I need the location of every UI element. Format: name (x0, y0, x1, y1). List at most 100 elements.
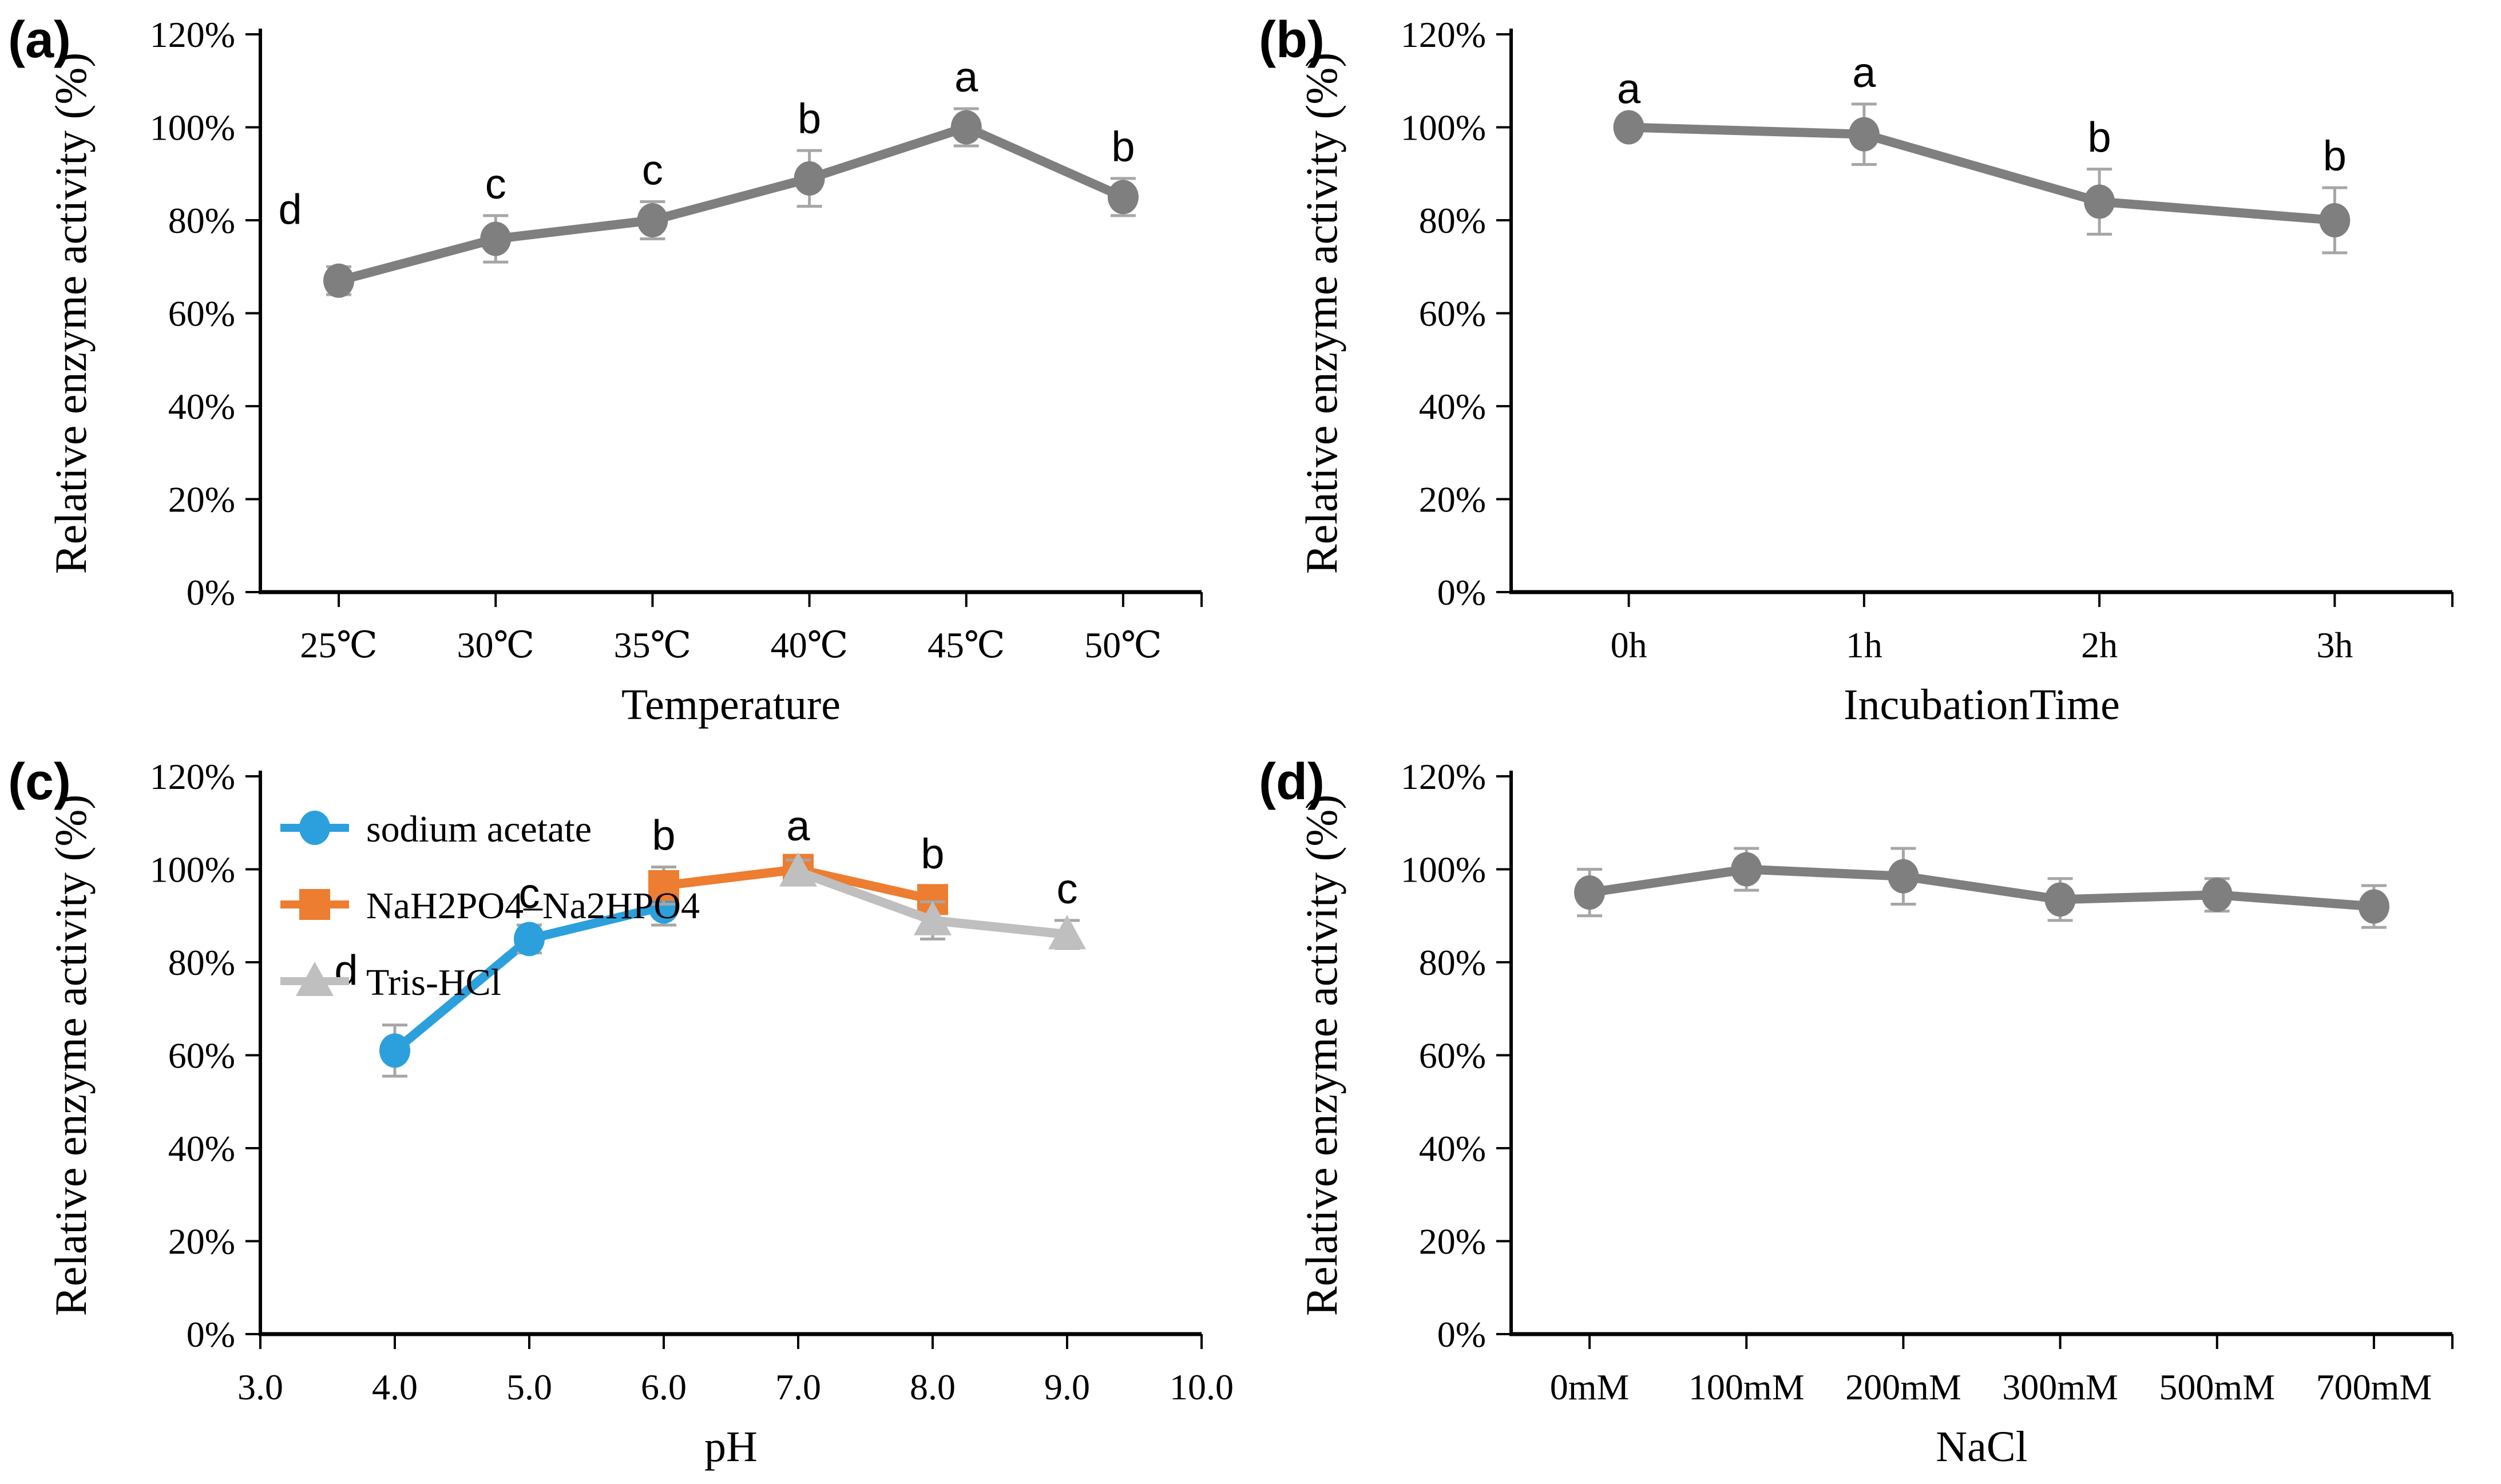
y-tick-label: 80% (168, 942, 235, 983)
chart-panel-a-temperature: (a) 0% 20% 40% 60% 80% 100% 120% 25℃ 30℃ 35℃ 40℃ 45℃… (8, 11, 1203, 729)
x-tick-label: 700mM (2316, 1367, 2432, 1407)
y-tick-label: 20% (168, 479, 235, 520)
x-tick-label: 40℃ (771, 625, 849, 665)
y-tick-label: 60% (1419, 293, 1486, 334)
significance-letter: b (921, 830, 944, 878)
data-point-marker (794, 161, 825, 196)
y-tick-label: 60% (168, 293, 235, 334)
x-tick-label: 0mM (1550, 1367, 1630, 1407)
y-tick-label: 100% (1401, 850, 1486, 890)
data-point-marker (2084, 184, 2115, 219)
panel-label: (c) (8, 753, 71, 811)
x-tick-label: 7.0 (775, 1367, 821, 1407)
panel-label: (b) (1259, 11, 1325, 69)
x-tick-label: 30℃ (457, 625, 534, 665)
y-tick-label: 120% (1401, 756, 1486, 797)
significance-letter: b (652, 811, 675, 859)
data-point-marker (648, 870, 679, 901)
data-point-marker (637, 203, 668, 237)
legend-label: NaH2PO4–Na2HPO4 (366, 885, 700, 927)
data-point-marker (323, 263, 355, 298)
x-axis-title: NaCl (1936, 1423, 2027, 1471)
data-point-marker (1048, 915, 1086, 950)
data-point-marker (2201, 878, 2233, 912)
chart-panel-d-nacl: (d) 0% 20% 40% 60% 80% 100% 120% 0mM 100mM 200mM 30… (1259, 753, 2454, 1471)
x-tick-label: 3.0 (237, 1367, 283, 1407)
y-axis-title: Relative enzyme activity (%) (46, 53, 96, 574)
chart-panel-b-incubation-time: (b) 0% 20% 40% 60% 80% 100% 120% 0h 1h 2h 3h Incubat… (1259, 11, 2454, 729)
data-point-marker (914, 900, 952, 935)
data-point-marker (1613, 110, 1644, 145)
legend-label: Tris-HCl (366, 962, 501, 1003)
y-tick-label: 80% (1419, 200, 1486, 241)
y-tick-label: 20% (1419, 1221, 1486, 1262)
data-point-marker (2358, 889, 2389, 924)
y-axis-title: Relative enzyme activity (%) (1297, 795, 1346, 1316)
significance-letter: a (954, 53, 978, 101)
y-tick-label: 100% (150, 108, 235, 148)
significance-letter: a (1852, 49, 1876, 96)
data-point-marker (480, 221, 512, 256)
x-axis-title: pH (704, 1423, 758, 1471)
legend-swatch-marker (299, 889, 330, 920)
legend-label: sodium acetate (366, 808, 592, 850)
significance-letter: b (2323, 132, 2347, 180)
x-tick-label: 200mM (1845, 1367, 1961, 1407)
x-tick-label: 45℃ (928, 625, 1005, 665)
x-tick-label: 35℃ (614, 625, 692, 665)
y-tick-label: 20% (1419, 479, 1486, 520)
x-tick-label: 100mM (1689, 1367, 1805, 1407)
y-tick-label: 0% (1437, 1314, 1486, 1355)
panel-label: (a) (8, 11, 71, 69)
data-point-marker (379, 1033, 410, 1068)
significance-letter: c (642, 146, 663, 194)
y-axis-title: Relative enzyme activity (%) (1297, 53, 1346, 574)
significance-letter: b (2088, 114, 2111, 161)
y-tick-label: 40% (168, 1128, 235, 1169)
data-point-marker (1107, 180, 1139, 215)
y-tick-label: 100% (150, 850, 235, 890)
significance-letter: c (485, 160, 506, 208)
x-axis-title: Temperature (621, 681, 841, 729)
data-point-marker (514, 922, 545, 957)
x-tick-label: 25℃ (300, 625, 378, 665)
significance-letter: a (786, 802, 810, 850)
data-point-marker (1574, 875, 1606, 910)
y-tick-label: 40% (1419, 386, 1486, 427)
data-point-marker (1848, 117, 1880, 152)
significance-letter: a (1617, 65, 1641, 112)
significance-letter: d (334, 947, 358, 994)
y-tick-label: 100% (1401, 108, 1486, 148)
y-tick-label: 120% (1401, 14, 1486, 55)
x-tick-label: 1h (1846, 625, 1882, 665)
significance-letter: c (1057, 865, 1078, 912)
significance-letter: b (1111, 123, 1135, 170)
y-tick-label: 80% (168, 200, 235, 241)
y-tick-label: 120% (150, 14, 235, 55)
data-point-marker (1731, 852, 1762, 887)
significance-letter: c (519, 870, 540, 917)
x-tick-label: 3h (2316, 625, 2353, 665)
x-axis-title: IncubationTime (1844, 681, 2120, 729)
panel-label: (d) (1259, 753, 1325, 811)
x-tick-label: 2h (2081, 625, 2118, 665)
x-tick-label: 0h (1611, 625, 1647, 665)
y-axis-title: Relative enzyme activity (%) (46, 795, 96, 1316)
x-tick-label: 5.0 (506, 1367, 552, 1407)
legend-swatch-marker (296, 962, 334, 996)
x-tick-label: 50℃ (1084, 625, 1162, 665)
data-point-marker (2319, 203, 2351, 237)
data-point-marker (950, 110, 982, 145)
y-tick-label: 0% (1437, 572, 1486, 613)
x-tick-label: 10.0 (1170, 1367, 1234, 1407)
x-tick-label: 6.0 (641, 1367, 687, 1407)
legend-swatch-marker (299, 811, 330, 845)
significance-letter: d (279, 185, 302, 233)
chart-panel-c-ph: (c) 0% 20% 40% 60% 80% 100% 120% 3.0 4.0 5.0 6.0 7.0… (8, 753, 1234, 1471)
y-tick-label: 40% (1419, 1128, 1486, 1169)
y-tick-label: 0% (187, 1314, 235, 1355)
y-tick-label: 80% (1419, 942, 1486, 983)
y-tick-label: 40% (168, 386, 235, 427)
series-line-0 (1628, 122, 2336, 225)
